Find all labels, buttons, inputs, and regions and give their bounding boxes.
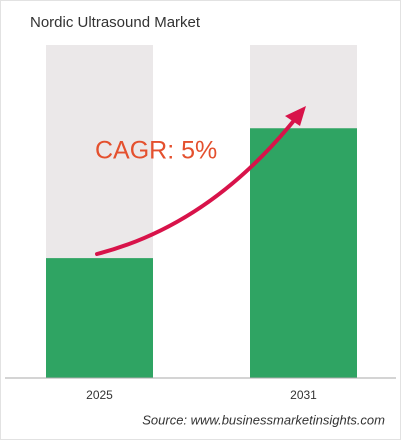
x-tick-label: 2025	[86, 388, 113, 402]
bar	[250, 128, 357, 378]
x-tick-label: 2031	[290, 388, 317, 402]
source: Source: www.businessmarketinsights.com	[142, 412, 385, 427]
annotation: CAGR: 5%	[95, 137, 217, 165]
bar	[46, 258, 153, 378]
arrow	[95, 116, 298, 256]
arrow-head	[285, 106, 306, 126]
chart-title: Nordic Ultrasound Market	[30, 14, 201, 31]
